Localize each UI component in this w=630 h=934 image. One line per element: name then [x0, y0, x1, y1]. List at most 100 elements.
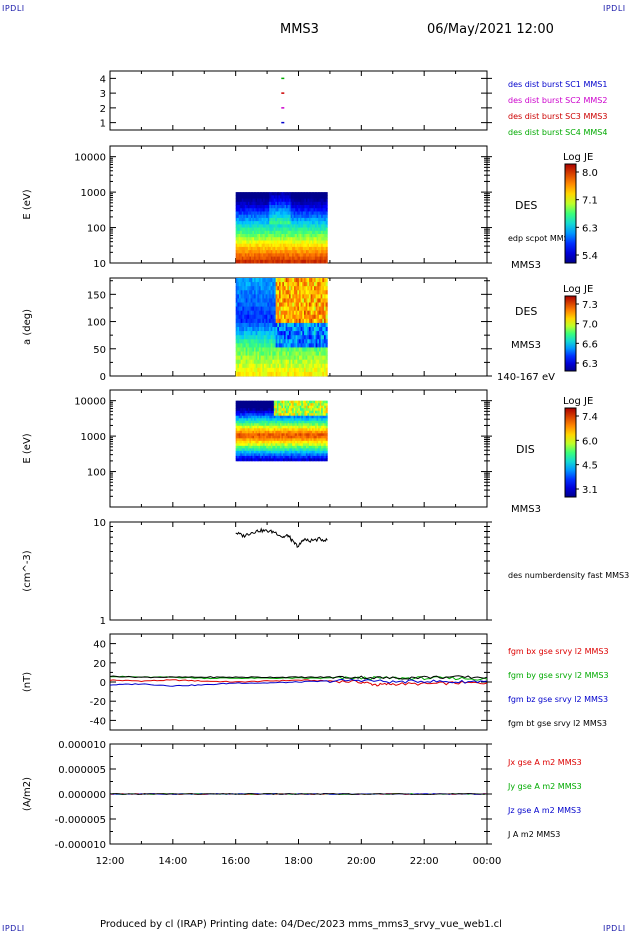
dis-energy-panel-ytick-label: 10000 [74, 397, 106, 408]
dis-energy-colorbar-tick: 6.0 [582, 436, 598, 447]
density-panel-frame [109, 521, 488, 621]
current-panel-time-ticks [109, 744, 488, 844]
des-energy-panel-ytick-label: 100 [87, 224, 106, 235]
burst-panel-y-ticks [110, 77, 492, 124]
des-pitch-energy-band: 140-167 eV [497, 372, 555, 383]
dis-energy-colorbar-tick: 7.4 [582, 412, 598, 423]
burst-panel-ytick-label: 4 [100, 74, 106, 85]
des-pitch-colorbar-tick: 6.3 [582, 359, 598, 370]
current-series-jz [109, 793, 488, 795]
current-panel-ytick-label: 0.000000 [58, 790, 106, 801]
des-pitch-panel-y-ticks [110, 280, 492, 377]
density-panel-y-ticks [110, 521, 492, 621]
time-axis-tick-label: 00:00 [473, 856, 502, 867]
density-panel-ylabel: (cm^-3) [22, 550, 33, 591]
des-energy-panel-y-ticks [110, 156, 492, 264]
dis-energy-colorbar [564, 407, 577, 498]
current-legend-jtot: J A m2 MMS3 [507, 830, 560, 839]
des-pitch-panel-spectrogram [235, 278, 328, 377]
bfield-panel-ytick-label: 40 [93, 640, 106, 651]
corner-label-top-right: IPDLI [603, 4, 626, 13]
dis-energy-panel-ytick-label: 100 [87, 468, 106, 479]
dis-energy-colorbar-tick: 3.1 [582, 485, 598, 496]
current-legend-jz: Jz gse A m2 MMS3 [507, 806, 581, 815]
time-axis-tick-label: 12:00 [96, 856, 125, 867]
des-pitch-panel-ytick-label: 150 [87, 290, 106, 301]
spacecraft-title: MMS3 [280, 22, 319, 37]
burst-panel-ytick-label: 2 [100, 104, 106, 115]
current-legend-jx: Jx gse A m2 MMS3 [507, 758, 582, 767]
des-energy-panel-ytick-label: 10000 [74, 153, 106, 164]
time-axis-tick-label: 22:00 [410, 856, 439, 867]
density-series-line [235, 527, 328, 549]
current-panel-ylabel: (A/m2) [22, 777, 33, 811]
des-energy-species-label: DES [515, 199, 537, 212]
bfield-panel-ylabel: (nT) [22, 672, 33, 692]
dis-energy-panel-y-ticks [110, 400, 492, 497]
des-energy-colorbar-tick: 5.4 [582, 251, 598, 262]
des-energy-colorbar-tick: 6.3 [582, 223, 598, 234]
time-axis-tick-label: 20:00 [347, 856, 376, 867]
des-pitch-panel-ytick-label: 0 [100, 372, 106, 383]
des-pitch-spacecraft-label: MMS3 [511, 340, 541, 351]
time-axis-tick-label: 18:00 [284, 856, 313, 867]
bfield-legend-bz: fgm bz gse srvy l2 MMS3 [508, 695, 608, 704]
bfield-series-bt [109, 675, 488, 680]
dis-energy-colorbar-tick: 4.5 [582, 461, 598, 472]
burst-panel-ytick-label: 3 [100, 89, 106, 100]
time-axis-tick-label: 16:00 [221, 856, 250, 867]
bfield-panel-ytick-label: -20 [90, 697, 106, 708]
current-panel-ytick-label: 0.000005 [58, 765, 106, 776]
des-pitch-panel-ylabel: a (deg) [22, 309, 33, 345]
des-energy-colorbar-tick: 8.0 [582, 168, 598, 179]
des-energy-panel-ytick-label: 10 [93, 259, 106, 270]
burst-panel-time-ticks [109, 71, 488, 130]
bfield-legend-bx: fgm bx gse srvy l2 MMS3 [508, 647, 609, 656]
burst-legend-3: des dist burst SC3 MMS3 [508, 112, 607, 121]
des-energy-colorbar [564, 163, 577, 264]
des-energy-colorbar-title: Log JE [563, 152, 593, 163]
corner-label-bottom-left: IPDLI [2, 924, 25, 933]
des-pitch-colorbar-title: Log JE [563, 284, 593, 295]
dis-energy-colorbar-title: Log JE [563, 396, 593, 407]
density-panel-time-ticks [109, 522, 488, 620]
footer-text: Produced by cl (IRAP) Printing date: 04/… [100, 919, 502, 930]
bfield-panel-ytick-label: -40 [90, 716, 106, 727]
dis-energy-panel-spectrogram [235, 400, 328, 462]
current-panel-ytick-label: 0.000010 [58, 740, 106, 751]
dis-energy-spacecraft-label: MMS3 [511, 504, 541, 515]
des-pitch-colorbar [564, 295, 577, 372]
bfield-series-bx [109, 679, 488, 687]
des-energy-spacecraft-label: MMS3 [511, 260, 541, 271]
des-energy-panel-spectrogram [235, 192, 328, 264]
dis-energy-panel-ylabel: E (eV) [22, 433, 33, 463]
burst-panel-ytick-label: 1 [100, 119, 106, 130]
des-pitch-colorbar-tick: 6.6 [582, 339, 598, 350]
des-pitch-colorbar-tick: 7.0 [582, 320, 598, 331]
bfield-legend-bt: fgm bt gse srvy l2 MMS3 [508, 719, 607, 728]
datetime-title: 06/May/2021 12:00 [427, 22, 554, 37]
current-panel-ytick-label: -0.000010 [55, 840, 106, 851]
bfield-panel-ytick-label: 20 [93, 659, 106, 670]
current-legend-jy: Jy gse A m2 MMS3 [507, 782, 582, 791]
corner-label-bottom-right: IPDLI [603, 924, 626, 933]
dis-energy-panel-ytick-label: 1000 [81, 432, 106, 443]
density-panel-ytick-label: 1 [100, 616, 106, 627]
bfield-legend-by: fgm by gse srvy l2 MMS3 [508, 671, 609, 680]
des-energy-panel-ylabel: E (eV) [22, 189, 33, 219]
des-energy-panel-ytick-label: 1000 [81, 188, 106, 199]
bfield-panel-time-ticks [109, 634, 488, 730]
dis-energy-panel-time-ticks [109, 390, 488, 507]
bfield-panel-y-ticks [110, 643, 492, 721]
des-pitch-colorbar-tick: 7.3 [582, 300, 598, 311]
des-pitch-species-label: DES [515, 305, 537, 318]
corner-label-top-left: IPDLI [2, 4, 25, 13]
bfield-panel-ytick-label: 0 [100, 678, 106, 689]
burst-panel-frame [109, 70, 488, 131]
burst-legend-4: des dist burst SC4 MMS4 [508, 128, 607, 137]
burst-legend-1: des dist burst SC1 MMS1 [508, 80, 607, 89]
des-pitch-panel-ytick-label: 100 [87, 318, 106, 329]
des-pitch-panel-ytick-label: 50 [93, 345, 106, 356]
burst-legend-2: des dist burst SC2 MMS2 [508, 96, 607, 105]
